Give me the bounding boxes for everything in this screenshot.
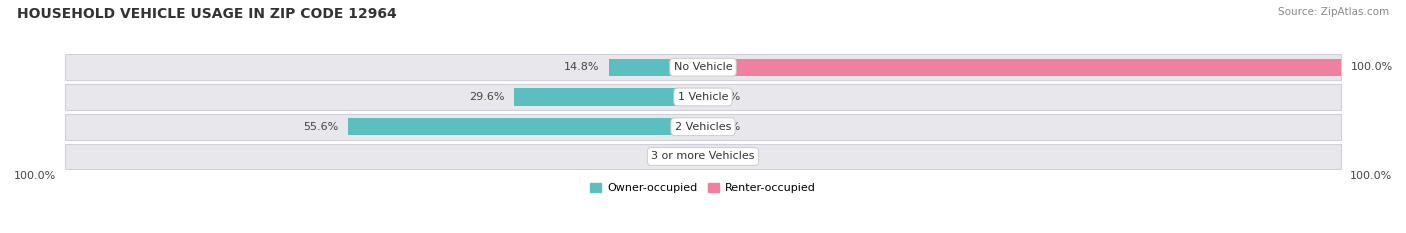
Bar: [703, 58, 1341, 76]
Text: 3 or more Vehicles: 3 or more Vehicles: [651, 151, 755, 161]
Text: 29.6%: 29.6%: [470, 92, 505, 102]
Text: 0.0%: 0.0%: [665, 151, 693, 161]
Bar: [515, 88, 703, 106]
Bar: [65, 84, 1341, 110]
Text: 0.0%: 0.0%: [713, 92, 741, 102]
Text: 100.0%: 100.0%: [1351, 62, 1393, 72]
Bar: [65, 144, 1341, 169]
Bar: [65, 114, 1341, 140]
Text: 100.0%: 100.0%: [1350, 171, 1392, 181]
Text: 0.0%: 0.0%: [713, 122, 741, 132]
Text: 1 Vehicle: 1 Vehicle: [678, 92, 728, 102]
Text: 2 Vehicles: 2 Vehicles: [675, 122, 731, 132]
Text: HOUSEHOLD VEHICLE USAGE IN ZIP CODE 12964: HOUSEHOLD VEHICLE USAGE IN ZIP CODE 1296…: [17, 7, 396, 21]
Bar: [65, 55, 1341, 80]
Text: Source: ZipAtlas.com: Source: ZipAtlas.com: [1278, 7, 1389, 17]
Text: No Vehicle: No Vehicle: [673, 62, 733, 72]
Text: 55.6%: 55.6%: [304, 122, 339, 132]
Text: 14.8%: 14.8%: [564, 62, 599, 72]
Bar: [349, 118, 703, 135]
Legend: Owner-occupied, Renter-occupied: Owner-occupied, Renter-occupied: [591, 182, 815, 193]
Text: 0.0%: 0.0%: [713, 151, 741, 161]
Bar: [609, 58, 703, 76]
Text: 100.0%: 100.0%: [14, 171, 56, 181]
